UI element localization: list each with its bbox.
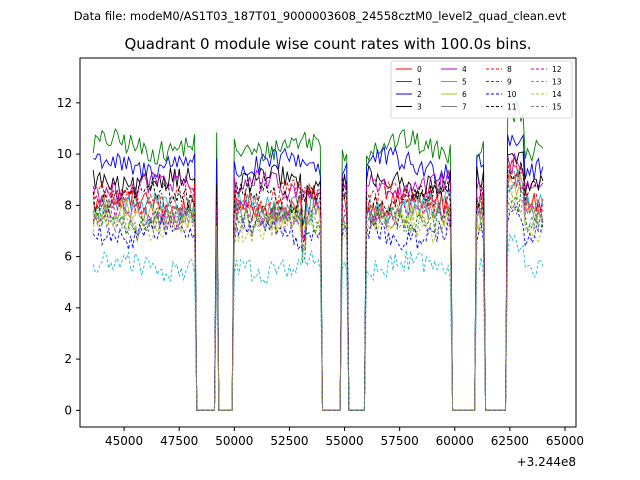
x-tick-label: 60000 xyxy=(436,434,474,448)
y-tick-label: 6 xyxy=(64,250,72,264)
x-tick-label: 55000 xyxy=(325,434,363,448)
x-tick-label: 50000 xyxy=(215,434,253,448)
legend-label-5: 5 xyxy=(462,78,467,87)
series-line-12 xyxy=(92,179,544,411)
legend-label-14: 14 xyxy=(552,90,562,99)
legend-label-2: 2 xyxy=(417,90,422,99)
legend-label-10: 10 xyxy=(507,90,517,99)
legend-label-11: 11 xyxy=(507,103,517,112)
y-tick-label: 12 xyxy=(57,96,72,110)
legend-label-6: 6 xyxy=(462,90,467,99)
series-line-14 xyxy=(92,191,544,411)
x-tick-label: 52500 xyxy=(270,434,308,448)
y-tick-label: 10 xyxy=(57,147,72,161)
x-tick-label: 65000 xyxy=(546,434,584,448)
series-layer xyxy=(92,99,544,411)
data-file-subtitle: Data file: modeM0/AS1T03_187T01_90000036… xyxy=(74,9,567,23)
y-axis: 0 2 4 6 8 10 12 xyxy=(57,96,80,417)
legend-label-9: 9 xyxy=(507,78,512,87)
chart-title: Quadrant 0 module wise count rates with … xyxy=(124,35,531,53)
legend-label-4: 4 xyxy=(462,65,467,74)
x-offset-label: +3.244e8 xyxy=(517,455,576,469)
x-tick-label: 57500 xyxy=(381,434,419,448)
x-tick-label: 45000 xyxy=(105,434,143,448)
legend-label-12: 12 xyxy=(552,65,562,74)
legend-frame xyxy=(390,60,573,119)
legend-label-0: 0 xyxy=(417,65,422,74)
x-tick-label: 47500 xyxy=(160,434,198,448)
y-tick-label: 8 xyxy=(64,198,72,212)
legend-label-15: 15 xyxy=(552,103,562,112)
y-tick-label: 0 xyxy=(64,403,72,417)
legend-label-7: 7 xyxy=(462,103,467,112)
y-tick-label: 4 xyxy=(64,301,72,315)
axes-frame xyxy=(79,57,577,428)
legend-label-1: 1 xyxy=(417,78,422,87)
legend-label-8: 8 xyxy=(507,65,512,74)
y-tick-label: 2 xyxy=(64,352,72,366)
series-line-8 xyxy=(92,161,544,411)
legend-label-13: 13 xyxy=(552,78,562,87)
x-tick-label: 62500 xyxy=(491,434,529,448)
x-axis: 45000 47500 50000 52500 55000 57500 60000 62500… xyxy=(105,427,584,448)
legend-label-3: 3 xyxy=(417,103,422,112)
